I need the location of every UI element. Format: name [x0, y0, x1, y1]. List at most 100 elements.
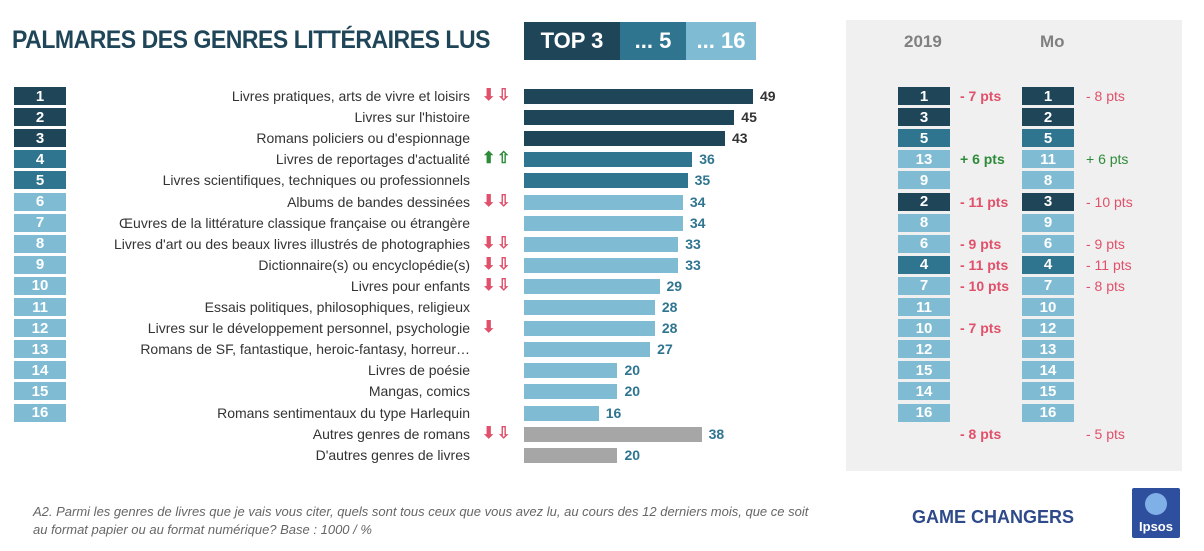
bar — [524, 278, 660, 294]
logo-text: Ipsos — [1139, 519, 1173, 534]
trend-down-icon: ⬇ — [482, 234, 496, 252]
top-tabs: TOP 3 ... 5 ... 16 — [524, 22, 756, 60]
rank-mo-badge: 5 — [1022, 129, 1074, 148]
category-label: Livres d'art ou des beaux livres illustr… — [114, 235, 470, 252]
delta-2019: - 9 pts — [960, 235, 1002, 252]
value-label: 28 — [661, 320, 678, 337]
trend-down-icon: ⬇ — [482, 276, 496, 294]
category-label: Livres pratiques, arts de vivre et loisi… — [231, 88, 470, 104]
category-label: Romans de SF, fantastique, heroic-fantas… — [140, 341, 470, 358]
value-label: 34 — [689, 193, 706, 210]
category-label: Livres de poésie — [368, 362, 470, 379]
rank-2019-badge: 13 — [898, 150, 950, 169]
rank-2019-badge: 11 — [898, 298, 950, 316]
rank-badge: 15 — [14, 382, 66, 401]
rank-2019-badge: 3 — [898, 108, 950, 127]
rank-badge: 1 — [14, 87, 66, 105]
category-label: Essais politiques, philosophiques, relig… — [204, 299, 470, 315]
rank-badge: 16 — [14, 403, 66, 422]
delta-mo: + 6 pts — [1086, 151, 1129, 168]
bar — [524, 257, 679, 273]
trend-down-icon: ⇩ — [497, 424, 511, 442]
tab-top-16[interactable]: ... 16 — [686, 22, 756, 60]
trend-down-icon: ⬇ — [482, 192, 496, 210]
value-label: 49 — [760, 88, 776, 104]
trend-up-icon: ⬆ — [482, 150, 496, 168]
bar — [524, 173, 688, 189]
rank-mo-badge: 10 — [1022, 298, 1074, 316]
rank-2019-badge: 7 — [898, 276, 950, 295]
comparison-panel — [846, 20, 1182, 471]
bar — [524, 215, 683, 231]
delta-2019: + 6 pts — [960, 151, 1005, 168]
delta-2019: - 7 pts — [960, 88, 1002, 104]
value-label: 35 — [694, 172, 711, 189]
trend-down-icon: ⇩ — [497, 255, 511, 273]
rank-badge: 12 — [14, 319, 66, 338]
delta-2019: - 7 pts — [960, 320, 1002, 337]
trend-down-icon: ⬇ — [482, 255, 496, 273]
value-label: 28 — [661, 299, 678, 315]
trend-down-icon: ⇩ — [497, 87, 511, 104]
bar — [524, 405, 599, 421]
category-label: Livres de reportages d'actualité — [275, 151, 470, 168]
delta-mo: - 8 pts — [1086, 88, 1125, 104]
rank-mo-badge: 14 — [1022, 361, 1074, 380]
delta-mo: - 9 pts — [1086, 235, 1125, 252]
category-label: Livres pour enfants — [350, 277, 470, 294]
rank-mo-badge: 1 — [1022, 87, 1074, 105]
rank-2019-badge: 5 — [898, 129, 950, 148]
trend-down-icon: ⇩ — [497, 276, 511, 294]
bar — [524, 384, 618, 400]
bar — [524, 300, 655, 315]
column-header-mo: Mo — [1040, 32, 1065, 51]
value-label: 29 — [666, 277, 683, 294]
rank-2019-badge: 6 — [898, 234, 950, 253]
value-label: 20 — [624, 446, 641, 463]
rank-mo-badge: 12 — [1022, 319, 1074, 338]
rank-badge: 10 — [14, 276, 66, 295]
rank-2019-badge: 9 — [898, 171, 950, 190]
value-label: 20 — [624, 383, 641, 400]
bar — [524, 447, 618, 463]
rank-badge: 4 — [14, 150, 66, 169]
rank-2019-badge: 4 — [898, 255, 950, 274]
value-label: 43 — [731, 130, 748, 147]
category-label: Romans policiers ou d'espionnage — [256, 130, 470, 147]
rank-mo-badge: 4 — [1022, 255, 1074, 274]
category-label: D'autres genres de livres — [315, 446, 470, 463]
delta-2019: - 11 pts — [960, 193, 1009, 210]
value-label: 34 — [689, 214, 706, 231]
rank-mo-badge: 9 — [1022, 213, 1074, 232]
value-label: 33 — [685, 256, 701, 273]
value-label: 33 — [685, 235, 701, 252]
category-label: Albums de bandes dessinées — [287, 193, 470, 210]
bar — [524, 342, 651, 358]
rank-badge: 14 — [14, 361, 66, 380]
rank-mo-badge: 15 — [1022, 382, 1074, 401]
value-label: 16 — [605, 404, 622, 421]
rank-mo-badge: 11 — [1022, 150, 1074, 169]
delta-mo: - 5 pts — [1086, 425, 1125, 442]
delta-mo: - 8 pts — [1086, 277, 1125, 294]
bar — [524, 363, 618, 379]
trend-down-icon: ⬇ — [482, 319, 496, 337]
footnote: A2. Parmi les genres de livres que je va… — [33, 504, 809, 537]
rank-2019-badge: 10 — [898, 319, 950, 338]
bar — [524, 321, 655, 337]
tab-top-3[interactable]: TOP 3 — [524, 22, 620, 60]
rank-badge: 2 — [14, 108, 66, 127]
ipsos-logo: Ipsos — [1132, 488, 1180, 538]
brand-tagline: GAME CHANGERS — [912, 507, 1075, 527]
delta-2019: - 10 pts — [960, 277, 1010, 294]
category-label: Livres sur l'histoire — [354, 109, 471, 126]
rank-badge: 6 — [14, 192, 66, 211]
trend-down-icon: ⬇ — [482, 87, 496, 104]
rank-2019-badge: 16 — [898, 403, 950, 422]
bar — [524, 426, 702, 442]
rank-2019-badge: 14 — [898, 382, 950, 401]
category-label: Œuvres de la littérature classique franç… — [119, 214, 470, 231]
value-label: 36 — [699, 151, 715, 168]
trend-down-icon: ⇩ — [497, 234, 511, 252]
tab-top-5[interactable]: ... 5 — [620, 22, 686, 60]
